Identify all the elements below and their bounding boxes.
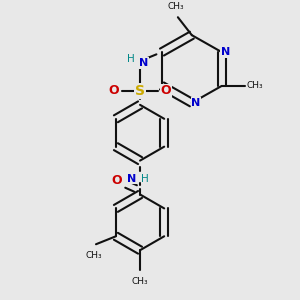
Text: O: O [160, 84, 171, 98]
Text: CH₃: CH₃ [132, 277, 148, 286]
Text: CH₃: CH₃ [247, 81, 263, 90]
Text: N: N [191, 98, 200, 108]
Text: N: N [221, 47, 230, 57]
Text: O: O [109, 84, 119, 98]
Text: CH₃: CH₃ [86, 251, 102, 260]
Text: O: O [112, 174, 122, 187]
Text: H: H [141, 173, 149, 184]
Text: CH₃: CH₃ [168, 2, 184, 11]
Text: N: N [128, 173, 137, 184]
Text: H: H [127, 54, 135, 64]
Text: S: S [135, 84, 145, 98]
Text: N: N [140, 58, 149, 68]
